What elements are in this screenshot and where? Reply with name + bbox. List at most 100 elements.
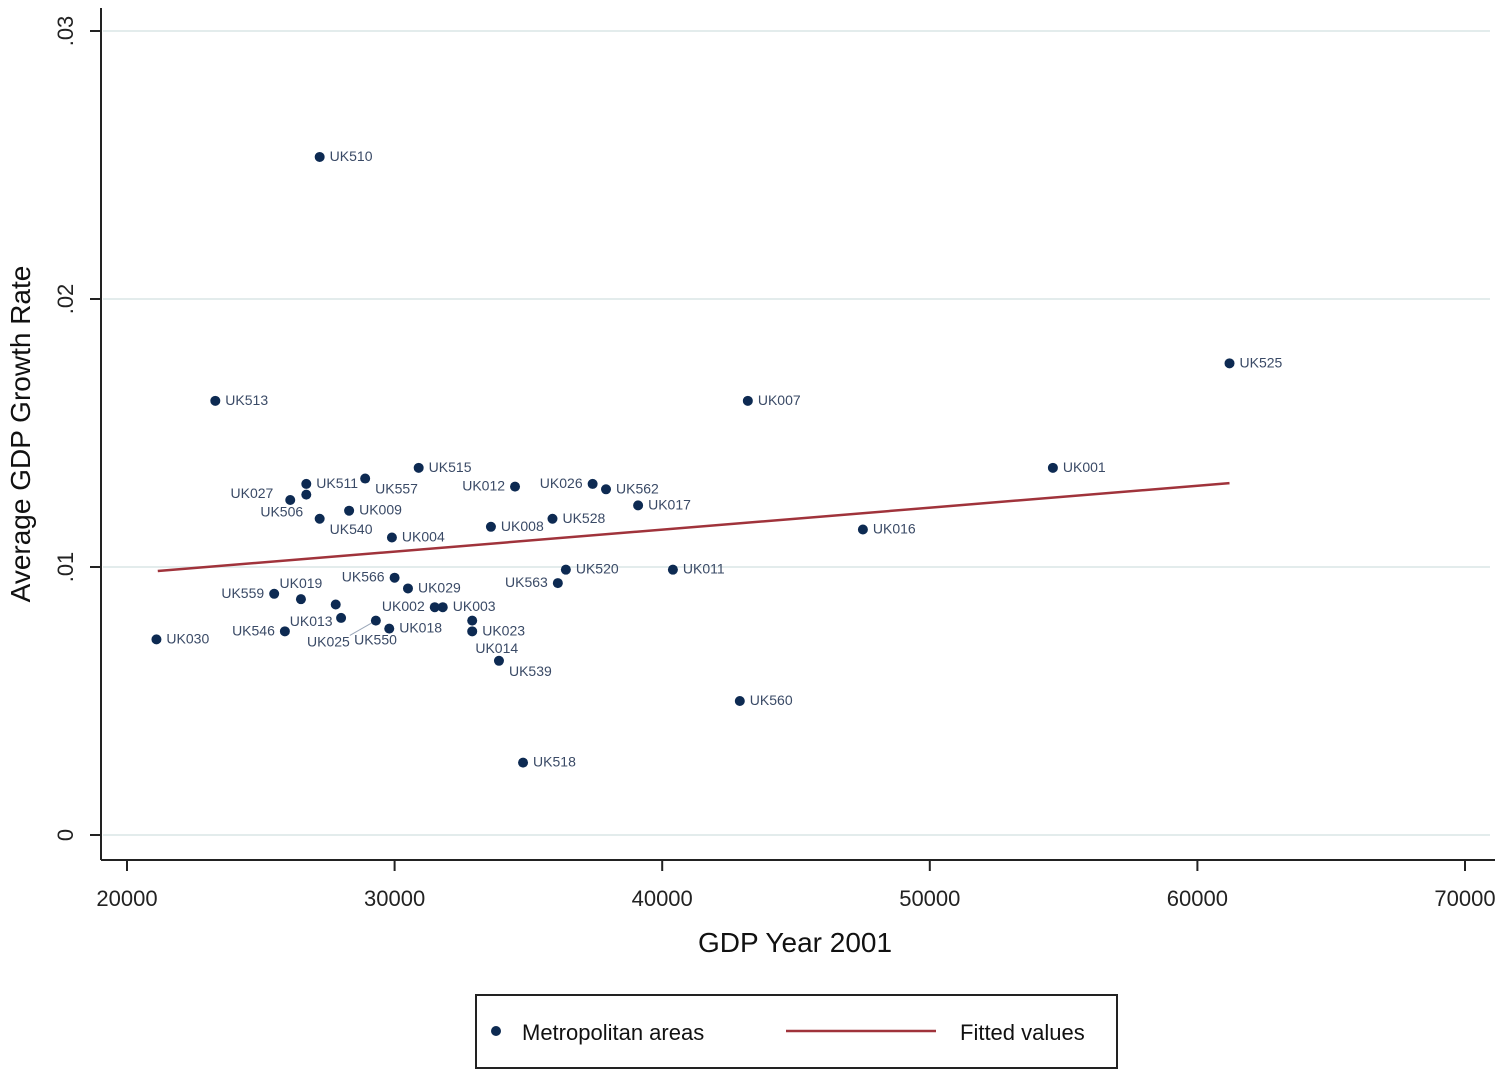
point-label: UK550: [354, 631, 397, 647]
point-label: UK027: [231, 485, 274, 501]
point-label: UK001: [1063, 459, 1106, 475]
point-label: UK012: [462, 478, 505, 494]
data-point: [552, 578, 563, 589]
point-label: UK003: [453, 598, 496, 614]
point-label: UK559: [221, 585, 264, 601]
point-label: UK506: [260, 503, 303, 519]
point-label: UK513: [225, 392, 268, 408]
point-label: UK029: [418, 579, 461, 595]
data-point: [510, 481, 521, 492]
x-tick-label: 70000: [1434, 886, 1495, 911]
point-label: UK528: [562, 510, 605, 526]
data-point: [295, 594, 306, 605]
data-point: [560, 564, 571, 575]
point-label: UK566: [342, 569, 385, 585]
point-label: UK007: [758, 392, 801, 408]
y-tick-label: 0: [53, 829, 78, 841]
data-point: [601, 484, 612, 495]
point-label: UK019: [280, 575, 323, 591]
point-label: UK546: [232, 622, 275, 638]
point-label: UK018: [399, 620, 442, 636]
legend-marker-points: [491, 1026, 501, 1036]
data-point: [384, 623, 395, 634]
y-tick-label: .03: [53, 16, 78, 47]
point-label: UK511: [316, 475, 358, 491]
data-point: [330, 599, 341, 610]
point-label: UK011: [683, 561, 725, 577]
data-point: [301, 478, 312, 489]
legend: Metropolitan areas Fitted values: [475, 994, 1118, 1069]
point-label: UK013: [290, 613, 333, 629]
data-point: [467, 626, 478, 637]
point-label: UK540: [330, 521, 373, 537]
x-axis-label: GDP Year 2001: [698, 927, 892, 958]
data-point: [285, 495, 296, 505]
y-tick-label: .02: [53, 284, 78, 315]
data-point: [493, 655, 504, 666]
data-point: [360, 473, 371, 484]
legend-label-points: Metropolitan areas: [522, 1020, 704, 1045]
data-point: [437, 602, 448, 613]
point-label: UK002: [382, 598, 425, 614]
data-point: [857, 524, 868, 535]
point-labels: UK018 UK009 UK566 UK029 UK002 UK003 UK511 UK013…: [166, 148, 1282, 770]
x-tick-label: 40000: [632, 886, 693, 911]
data-point: [518, 757, 529, 768]
point-label: UK562: [616, 480, 659, 496]
data-points: [151, 151, 1235, 768]
data-point: [301, 489, 312, 500]
y-axis-label: Average GDP Growth Rate: [5, 266, 36, 603]
point-label: UK004: [402, 529, 445, 545]
data-point: [633, 500, 644, 511]
point-label: UK008: [501, 518, 544, 534]
point-label: UK510: [330, 148, 373, 164]
data-point: [734, 696, 745, 706]
data-point: [742, 395, 753, 406]
point-label: UK014: [475, 640, 518, 656]
data-point: [667, 564, 678, 575]
point-label: UK030: [166, 630, 209, 646]
fitted-values-line: [157, 481, 1230, 573]
data-point: [151, 634, 162, 645]
data-point: [210, 395, 221, 406]
gridlines: [103, 30, 1490, 836]
data-point: [269, 588, 280, 599]
data-point: [314, 151, 325, 162]
point-label: UK009: [359, 502, 402, 518]
x-tick-label: 60000: [1167, 886, 1228, 911]
point-label: UK016: [873, 520, 916, 536]
y-tick-label: .01: [53, 552, 78, 583]
point-label: UK539: [509, 663, 552, 679]
point-label: UK518: [533, 754, 576, 770]
legend-label-fit: Fitted values: [960, 1020, 1085, 1045]
data-point: [336, 612, 347, 623]
data-point: [587, 478, 598, 489]
data-point: [344, 505, 355, 516]
point-label: UK515: [429, 459, 472, 475]
point-label: UK560: [750, 692, 793, 708]
data-point: [1224, 358, 1235, 369]
point-label: UK563: [505, 574, 548, 590]
axis-ticks: 0 .01 .02 .03 20000 30000 40000 50000 60000 70000: [53, 16, 1496, 911]
x-tick-label: 50000: [899, 886, 960, 911]
data-point: [1047, 462, 1058, 473]
point-label: UK017: [648, 496, 691, 512]
data-point: [389, 572, 400, 583]
point-label: UK025: [307, 633, 350, 649]
data-point: [402, 583, 413, 594]
point-label: UK525: [1240, 354, 1283, 370]
point-label: UK026: [540, 475, 583, 491]
data-point: [485, 521, 496, 532]
data-point: [314, 513, 325, 524]
data-point: [279, 626, 290, 637]
data-point: [386, 532, 397, 543]
data-point: [413, 462, 424, 473]
point-label: UK023: [482, 623, 525, 639]
point-label: UK557: [375, 481, 418, 497]
data-point: [429, 602, 440, 613]
x-tick-label: 30000: [364, 886, 425, 911]
data-point: [467, 615, 478, 626]
data-point: [370, 615, 381, 626]
x-tick-label: 20000: [96, 886, 157, 911]
